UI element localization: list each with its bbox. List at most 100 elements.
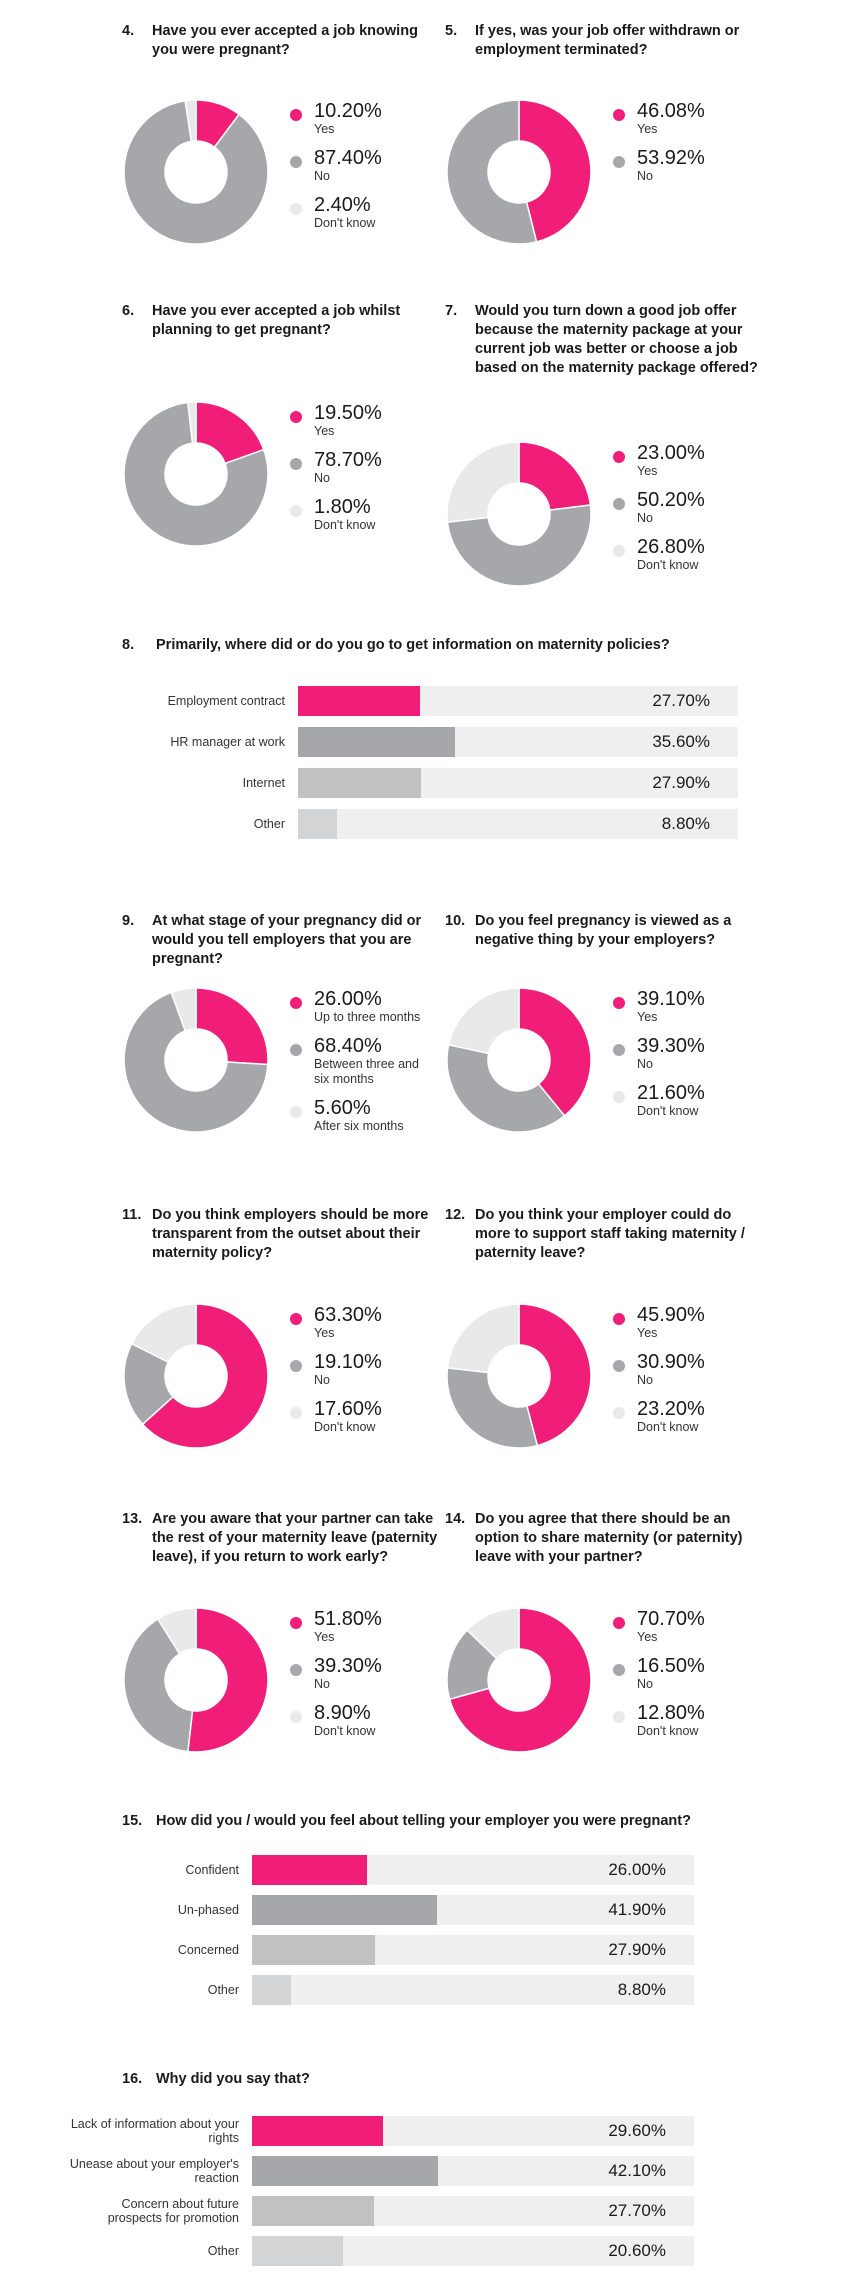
legend-value: 30.90% — [637, 1351, 705, 1373]
legend-item-dont-know: 26.80% Don't know — [613, 536, 778, 573]
bar-value: 42.10% — [608, 2161, 666, 2180]
legend-label: Don't know — [314, 1724, 376, 1738]
bar-track: 26.00% — [252, 1855, 694, 1885]
bar-label: Other — [207, 2244, 239, 2258]
legend-label: Yes — [314, 424, 335, 438]
legend-value: 19.50% — [314, 402, 382, 424]
question-11: 11. Do you think employers should be mor… — [122, 1206, 442, 1456]
legend-item-dont-know: 12.80% Don't know — [613, 1702, 778, 1739]
bar-fill — [252, 1975, 291, 2005]
bar-fill — [252, 1935, 376, 1965]
question-8: 8. Primarily, where did or do you go to … — [0, 636, 850, 846]
question-text: Do you think your employer could do more… — [475, 1207, 745, 1261]
bar-track: 20.60% — [252, 2236, 694, 2266]
question-text: Do you agree that there should be an opt… — [475, 1511, 743, 1565]
question-number: 16. — [122, 2071, 143, 2087]
legend-item-yes: 39.10% Yes — [613, 988, 778, 1025]
legend-dot — [290, 458, 302, 470]
legend-value: 10.20% — [314, 100, 382, 122]
legend-label: No — [314, 471, 330, 485]
donut-svg — [123, 1303, 269, 1449]
question-title: 15. How did you / would you feel about t… — [122, 1812, 691, 1831]
legend-value: 53.92% — [637, 147, 705, 169]
legend-label: Don't know — [637, 1104, 699, 1118]
donut-slice-no — [123, 99, 269, 245]
legend-dot — [290, 411, 302, 423]
donut-slice-between-three-and-six-months — [123, 991, 269, 1133]
legend-dot — [613, 1617, 625, 1629]
question-text: Why did you say that? — [156, 2071, 310, 2087]
legend-item-yes: 46.08% Yes — [613, 100, 778, 137]
legend-label: Yes — [637, 122, 658, 136]
legend-dot — [613, 156, 625, 168]
bar-fill — [252, 2196, 375, 2226]
question-text: How did you / would you feel about telli… — [156, 1813, 691, 1829]
donut-svg — [446, 987, 592, 1133]
legend-value: 39.30% — [314, 1655, 382, 1677]
legend: 26.00% Up to three months 68.40% Between t… — [290, 988, 455, 1144]
legend-dot — [290, 997, 302, 1009]
question-10: 10. Do you feel pregnancy is viewed as a… — [445, 912, 765, 1152]
legend-value: 21.60% — [637, 1082, 705, 1104]
donut-slice-yes — [141, 1303, 269, 1449]
legend-dot — [290, 156, 302, 168]
donut-slice-no — [446, 1043, 566, 1133]
donut-slice-no — [446, 1367, 539, 1449]
legend-item-after-six-months: 5.60% After six months — [290, 1097, 455, 1134]
question-title: 8. Primarily, where did or do you go to … — [122, 636, 670, 655]
legend-item-yes: 51.80% Yes — [290, 1608, 455, 1645]
question-number: 15. — [122, 1813, 143, 1829]
bar-row: Other 8.80% — [0, 1975, 850, 2005]
question-7: 7. Would you turn down a good job offer … — [445, 302, 765, 592]
legend-value: 63.30% — [314, 1304, 382, 1326]
legend-item-yes: 70.70% Yes — [613, 1608, 778, 1645]
legend-label: No — [314, 1373, 330, 1387]
legend-item-no: 50.20% No — [613, 489, 778, 526]
bar-label: Lack of information about your rights — [70, 2117, 239, 2145]
legend-dot — [613, 109, 625, 121]
donut-svg — [446, 1303, 592, 1449]
bar-fill — [252, 2236, 344, 2266]
question-title: 4. Have you ever accepted a job knowing … — [122, 22, 442, 60]
legend-value: 16.50% — [637, 1655, 705, 1677]
donut-slice-up-to-three-months — [195, 987, 269, 1066]
bar-row: Other 20.60% — [0, 2236, 850, 2266]
legend-label: Yes — [314, 1326, 335, 1340]
legend-value: 17.60% — [314, 1398, 382, 1420]
donut-slice-don-t-know — [156, 1607, 197, 1655]
legend-label: Don't know — [637, 558, 699, 572]
donut-slice-don-t-know — [447, 987, 520, 1055]
legend-value: 26.80% — [637, 536, 705, 558]
bar-track: 8.80% — [298, 809, 738, 839]
question-title: 12. Do you think your employer could do … — [445, 1206, 765, 1263]
legend-item-no: 30.90% No — [613, 1351, 778, 1388]
legend-label: No — [637, 511, 653, 525]
legend-label: Don't know — [314, 216, 376, 230]
legend-value: 5.60% — [314, 1097, 371, 1119]
legend-dot — [290, 1664, 302, 1676]
donut-slice-no — [446, 504, 592, 587]
legend-item-no: 53.92% No — [613, 147, 778, 184]
legend-value: 50.20% — [637, 489, 705, 511]
legend-dot — [613, 1407, 625, 1419]
bar-value: 26.00% — [608, 1860, 666, 1879]
legend-value: 23.00% — [637, 442, 705, 464]
question-12: 12. Do you think your employer could do … — [445, 1206, 765, 1456]
legend-dot — [613, 451, 625, 463]
legend-value: 1.80% — [314, 496, 371, 518]
bar-row: Other 8.80% — [0, 809, 850, 839]
donut-chart — [122, 1606, 270, 1754]
question-number: 8. — [122, 637, 135, 653]
bar-fill — [252, 1895, 438, 1925]
legend-item-dont-know: 17.60% Don't know — [290, 1398, 455, 1435]
legend-value: 39.10% — [637, 988, 705, 1010]
donut-chart — [445, 1606, 593, 1754]
question-number: 7. — [445, 303, 458, 319]
donut-slice-yes — [518, 441, 592, 511]
legend-dot — [613, 1091, 625, 1103]
legend: 70.70% Yes 16.50% No 12.80% Don't know — [613, 1608, 778, 1749]
donut-chart — [122, 98, 270, 246]
question-number: 10. — [445, 913, 466, 929]
legend-value: 68.40% — [314, 1035, 382, 1057]
legend-label: Yes — [637, 1326, 658, 1340]
